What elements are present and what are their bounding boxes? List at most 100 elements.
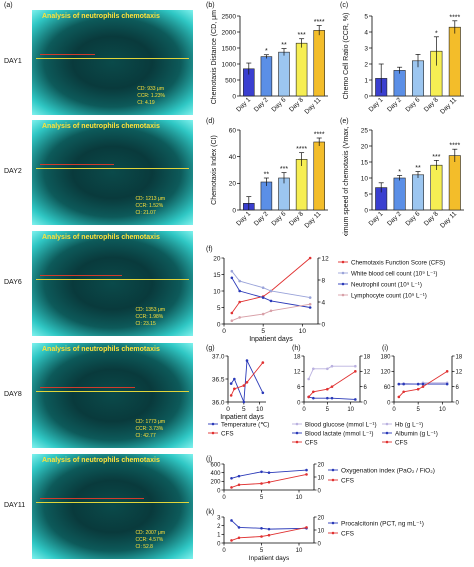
x-tick-label: Day 1	[235, 96, 252, 113]
significance-mark: ***	[280, 166, 288, 173]
bar	[295, 42, 308, 97]
significance-mark: **	[264, 172, 270, 179]
y-tick-label: 60	[229, 127, 237, 134]
significance-mark: **	[415, 165, 421, 172]
result-line: CI: 21.07	[135, 210, 156, 216]
panel-label-e: (e)	[340, 118, 349, 125]
legend-label: CFS	[305, 439, 318, 446]
series-point	[260, 482, 263, 485]
micrograph: Analysis of neutrophils chemotaxis CD: 13…	[32, 231, 193, 336]
significance-mark: ****	[296, 146, 307, 153]
x-tick-label: Day 1	[368, 96, 385, 113]
series-point	[230, 539, 233, 542]
legend-marker	[341, 271, 345, 275]
x-tick-label: Day 11	[439, 96, 458, 115]
x-tick-label: Day 8	[423, 210, 440, 227]
y-tick-label-left: 0	[217, 321, 221, 328]
series-line	[230, 362, 264, 396]
series-point	[237, 526, 241, 529]
series-point	[308, 256, 312, 260]
series-point	[237, 483, 241, 487]
bar	[260, 56, 273, 97]
panel-label-i: (i)	[382, 345, 389, 352]
y-axis-label: Chemo Cell Ratio (CCR, %)	[343, 13, 350, 100]
x-tick-label: 5	[260, 548, 264, 554]
y-tick-label: 1500	[222, 45, 237, 52]
x-tick-label: 5	[261, 328, 265, 335]
x-tick-label: Day 2	[386, 96, 403, 113]
y-tick-label-left: 12	[294, 370, 301, 376]
legend-label: Procalcitonin (PCT, ng mL⁻¹)	[341, 520, 424, 527]
series-line	[231, 473, 307, 488]
bar	[393, 177, 406, 211]
series-point	[307, 395, 310, 399]
y-tick-label: 25	[361, 127, 369, 134]
result-line: CCR: 3.73%	[135, 426, 164, 432]
series-point	[230, 276, 234, 280]
bar	[295, 159, 308, 211]
series-point	[308, 302, 312, 306]
legend-marker	[385, 431, 389, 435]
series-point	[238, 289, 241, 293]
chart-k: 0 1 2 3 0 10 20 0 5 10 Inpatient days Procalcitonin…	[217, 515, 424, 562]
series-point	[269, 289, 273, 293]
zone-line	[36, 391, 189, 392]
series-point	[269, 299, 273, 303]
y-axis-label: Chemotaxis Distance (CD, μm)	[211, 10, 218, 104]
y-tick-label-left: 15	[213, 272, 221, 279]
y-tick-label: 500	[225, 77, 236, 84]
y-tick-label-left: 0	[217, 488, 221, 494]
series-point	[326, 367, 329, 371]
x-tick-label: 10	[296, 548, 303, 554]
series-point	[269, 309, 273, 313]
series-point	[261, 296, 265, 299]
series-point	[245, 359, 249, 362]
series-point	[230, 311, 234, 315]
zone-line	[36, 502, 189, 503]
significance-mark: ***	[298, 32, 306, 39]
bar	[448, 155, 461, 211]
series-point	[261, 361, 265, 364]
legend-marker	[211, 422, 215, 426]
micrograph-results: CD: 933 μm CCR: 1.23% CI: 4.19	[137, 86, 165, 107]
y-tick-label-right: 18	[456, 354, 463, 360]
micrograph: Analysis of neutrophils chemotaxis CD: 12…	[32, 120, 193, 225]
x-tick-label: Day 6	[270, 96, 287, 113]
series-point	[402, 382, 405, 386]
distance-line	[40, 498, 144, 499]
legend-label: Neutrophil count (10⁹ L⁻¹)	[351, 281, 422, 288]
series-point	[416, 387, 420, 391]
series-point	[238, 300, 241, 304]
distance-line	[40, 54, 95, 55]
legend-marker	[331, 468, 335, 472]
legend-marker	[331, 531, 335, 535]
series-point	[421, 382, 425, 386]
chart-f: 0 5 10 15 20 0 4 8 12 0 5 10 Inpatient days Chemotaxi…	[213, 255, 445, 343]
series-point	[312, 396, 315, 400]
bar	[260, 181, 273, 211]
panel-label-k: (k)	[206, 509, 215, 516]
series-point	[267, 480, 271, 484]
zone-line	[36, 58, 189, 59]
y-tick-label-left: 37.0	[212, 353, 225, 360]
significance-mark: ****	[449, 14, 460, 21]
series-point	[402, 390, 405, 394]
series-point	[233, 387, 236, 391]
y-tick-label-left: 2	[217, 524, 221, 530]
y-tick-label: 40	[229, 154, 237, 161]
y-tick-label-left: 3	[217, 515, 221, 521]
series-point	[312, 367, 315, 371]
series-point	[312, 390, 315, 394]
y-tick-label-right: 8	[322, 277, 326, 284]
y-tick-label: 0	[364, 207, 368, 214]
series-point	[267, 527, 271, 531]
y-tick-label-right: 12	[364, 370, 371, 376]
bar	[430, 164, 443, 211]
legend-label: CFS	[341, 530, 355, 537]
y-tick-label: 1	[364, 77, 368, 84]
legend-label: Chemotaxis Function Score (CFS)	[351, 259, 445, 266]
micrograph-title: Analysis of neutrophils chemotaxis	[42, 13, 160, 20]
series-line	[231, 257, 311, 314]
x-tick-label: 5	[326, 407, 330, 413]
series-point	[260, 526, 263, 530]
